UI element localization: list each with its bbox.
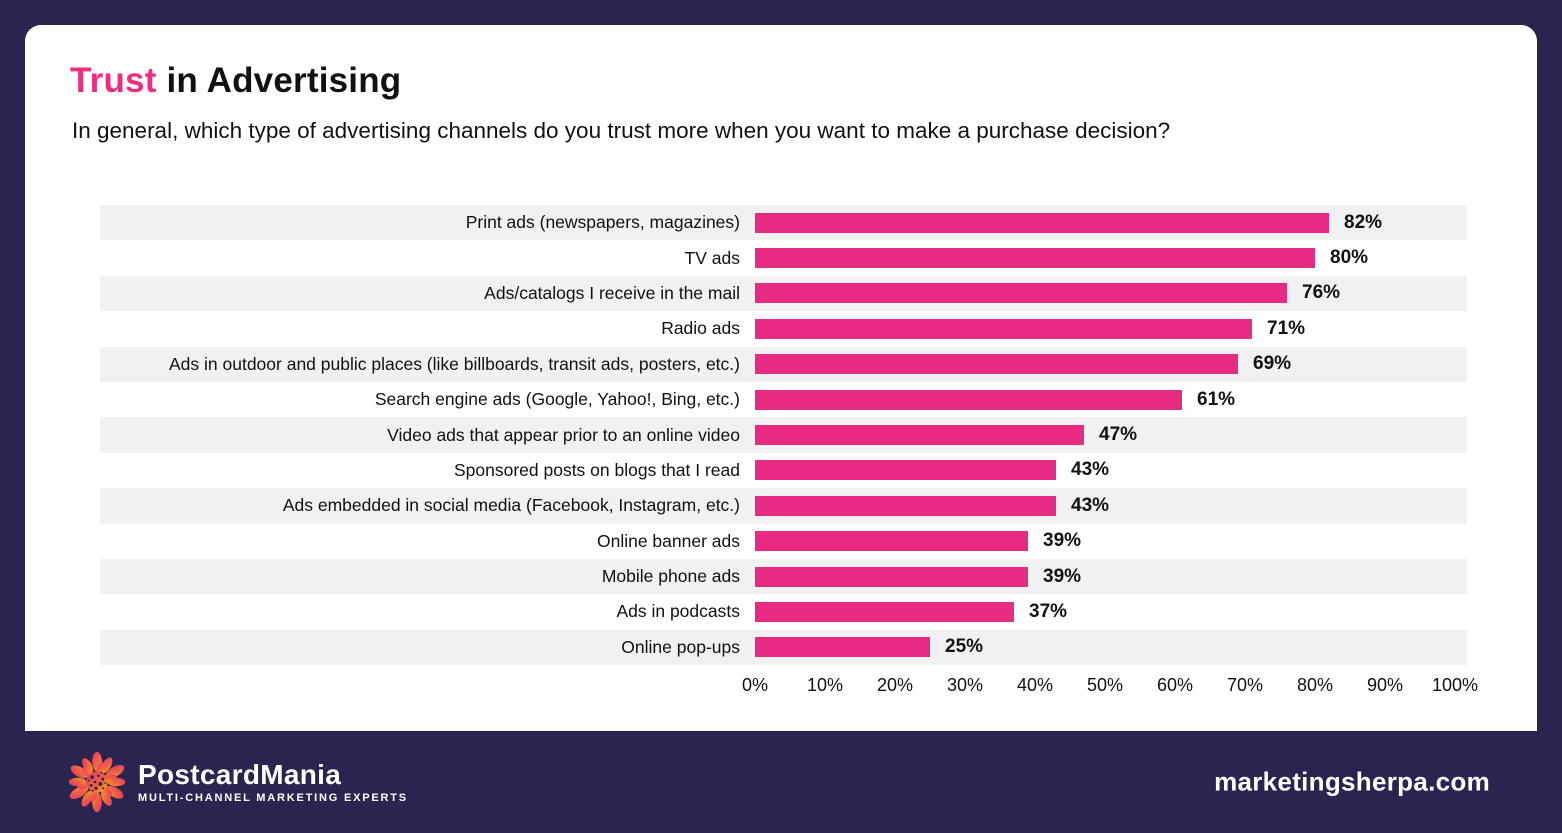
category-label: Online banner ads [596,530,740,551]
bar-track: 39% [755,530,1467,552]
bar [755,212,1329,233]
site-text: marketingsherpa.com [1214,766,1490,797]
category-label: Mobile phone ads [601,566,740,587]
value-label: 80% [1330,247,1369,269]
footer: PostcardMania MULTI-CHANNEL MARKETING EX… [0,731,1562,833]
postcardmania-logo: PostcardMania MULTI-CHANNEL MARKETING EX… [66,751,408,813]
chart-card: Trust in Advertising In general, which t… [25,25,1537,731]
bar-track: 82% [755,212,1467,234]
bar-track: 69% [755,353,1467,375]
bar [755,425,1084,446]
x-tick: 40% [1016,675,1054,696]
category-label: Ads in outdoor and public places (like b… [169,353,740,374]
bar-track: 61% [755,389,1467,411]
flower-icon [68,751,126,813]
bar-track: 39% [755,566,1467,588]
bar [755,389,1182,410]
x-tick: 10% [806,675,844,696]
value-label: 82% [1344,211,1383,233]
chart-row: TV ads 80% [100,240,1467,275]
bar [755,601,1014,622]
bar [755,283,1287,304]
chart-subtitle: In general, which type of advertising ch… [72,118,1171,143]
logo-wordmark: PostcardMania MULTI-CHANNEL MARKETING EX… [138,758,408,805]
category-label: Search engine ads (Google, Yahoo!, Bing,… [374,389,740,410]
bar [755,354,1238,375]
chart-row: Online banner ads 39% [100,524,1467,559]
category-label: Sponsored posts on blogs that I read [453,459,740,480]
value-label: 25% [945,636,984,658]
page-title: Trust in Advertising [70,61,401,101]
x-tick: 20% [876,675,914,696]
value-label: 71% [1267,317,1306,339]
value-label: 61% [1197,388,1236,410]
chart-row: Search engine ads (Google, Yahoo!, Bing,… [100,382,1467,417]
chart-row: Print ads (newspapers, magazines) 82% [100,205,1467,241]
x-tick: 90% [1366,675,1404,696]
bar-track: 43% [755,495,1467,517]
chart-row: Sponsored posts on blogs that I read 43% [100,453,1467,488]
x-tick: 60% [1156,675,1194,696]
value-label: 39% [1043,565,1082,587]
x-tick: 80% [1296,675,1334,696]
bar-track: 76% [755,282,1467,304]
bar-track: 37% [755,601,1467,623]
chart-row: Ads embedded in social media (Facebook, … [100,488,1467,524]
bar-track: 71% [755,318,1467,340]
bar-track: 80% [755,247,1467,269]
chart-row: Ads in podcasts 37% [100,594,1467,629]
title-highlight: Trust [70,61,157,100]
bar-chart: Print ads (newspapers, magazines) 82% TV a… [100,205,1478,703]
category-label: TV ads [684,247,740,268]
category-label: Radio ads [661,318,740,339]
chart-row: Mobile phone ads 39% [100,558,1467,595]
x-tick: 100% [1431,675,1479,696]
category-label: Ads in podcasts [616,601,740,622]
logo-tagline: MULTI-CHANNEL MARKETING EXPERTS [138,792,408,805]
logo-name: PostcardMania [138,758,342,790]
bar [755,460,1056,481]
bar-track: 25% [755,636,1467,658]
bar [755,566,1028,587]
bar [755,495,1056,516]
bar [755,318,1252,339]
chart-row: Ads/catalogs I receive in the mail 76% [100,275,1467,312]
value-label: 47% [1099,424,1138,446]
chart-row: Radio ads 71% [100,311,1467,346]
category-label: Online pop-ups [621,636,740,657]
x-tick: 30% [946,675,984,696]
chart-row: Online pop-ups 25% [100,629,1467,666]
bar-track: 47% [755,424,1467,446]
value-label: 43% [1071,459,1110,481]
value-label: 43% [1071,494,1110,516]
x-tick: 50% [1086,675,1124,696]
chart-row: Video ads that appear prior to an online… [100,417,1467,453]
x-axis: 0% 10% 20% 30% 40% 50% 60% 70% 80% 90% 100% [100,673,1478,703]
chart-row: Ads in outdoor and public places (like b… [100,346,1467,382]
bar-track: 43% [755,459,1467,481]
chart-rows: Print ads (newspapers, magazines) 82% TV a… [100,205,1467,666]
bar [755,531,1028,552]
value-label: 76% [1302,282,1341,304]
category-label: Print ads (newspapers, magazines) [465,212,740,233]
x-tick: 0% [741,675,769,696]
value-label: 69% [1253,353,1292,375]
category-label: Ads embedded in social media (Facebook, … [282,495,740,516]
value-label: 39% [1043,530,1082,552]
bar [755,248,1315,269]
title-rest: in Advertising [156,61,402,100]
category-label: Video ads that appear prior to an online… [387,424,740,445]
bar [755,637,930,658]
category-label: Ads/catalogs I receive in the mail [484,282,740,303]
value-label: 37% [1029,600,1068,622]
x-tick: 70% [1226,675,1264,696]
